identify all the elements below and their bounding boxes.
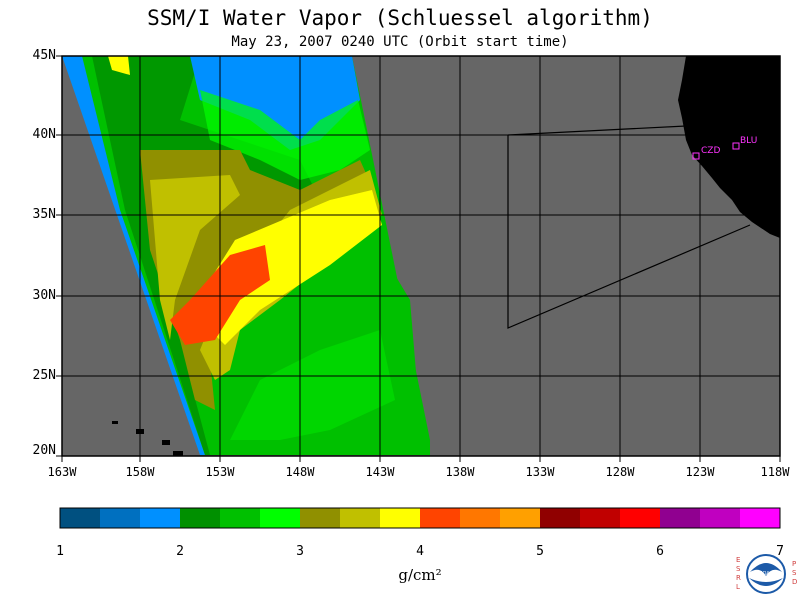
station-marker-czd: [692, 152, 700, 160]
colorbar-swatch: [100, 508, 141, 528]
region-boundary-top: [507, 125, 687, 136]
colorbar-swatch: [260, 508, 301, 528]
colorbar-swatch: [340, 508, 381, 528]
lon-label: 128W: [605, 465, 635, 479]
swath-top-yellow: [108, 56, 130, 75]
colorbar-label: 5: [536, 544, 544, 559]
lat-label: 40N: [32, 127, 56, 142]
colorbar-label: 2: [176, 544, 184, 559]
lon-label: 123W: [685, 465, 715, 479]
station-label-blu: BLU: [740, 136, 758, 146]
lon-label: 153W: [205, 465, 235, 479]
colorbar-swatch: [500, 508, 541, 528]
graticule: [62, 56, 780, 456]
lat-label: 45N: [32, 48, 56, 63]
colorbar-swatch: [580, 508, 621, 528]
lat-label: 30N: [32, 288, 56, 303]
map-subtitle: May 23, 2007 0240 UTC (Orbit start time): [231, 34, 569, 50]
lon-label: 163W: [47, 465, 77, 479]
station-label-czd: CZD: [701, 146, 721, 156]
noaa-logo-center-text: NOAA: [759, 571, 774, 577]
station-marker-blu: [732, 142, 740, 150]
colorbar-swatch: [220, 508, 261, 528]
island: [173, 451, 183, 456]
swath-yellow: [210, 190, 382, 345]
colorbar-label: 6: [656, 544, 664, 559]
colorbar-label: 3: [296, 544, 304, 559]
colorbar-swatch: [660, 508, 701, 528]
colorbar-label: 4: [416, 544, 424, 559]
colorbar: [60, 508, 781, 528]
colorbar-swatch: [700, 508, 741, 528]
noaa-logo-wave: [749, 578, 783, 586]
colorbar-swatch: [740, 508, 781, 528]
island: [162, 440, 170, 445]
lat-label: 20N: [32, 443, 56, 458]
colorbar-label: 1: [56, 544, 64, 559]
lon-label: 158W: [125, 465, 155, 479]
colorbar-swatch: [620, 508, 661, 528]
colorbar-swatch: [180, 508, 221, 528]
colorbar-swatch: [300, 508, 341, 528]
island: [112, 421, 118, 424]
colorbar-label: 7: [776, 544, 784, 559]
colorbar-swatch: [60, 508, 101, 528]
map-title: SSM/I Water Vapor (Schluessel algorithm): [147, 6, 653, 30]
map-frame: [61, 55, 781, 457]
lon-label: 148W: [285, 465, 315, 479]
lon-label: 133W: [525, 465, 555, 479]
colorbar-swatch: [380, 508, 421, 528]
lat-label: 25N: [32, 368, 56, 383]
swath-lightolive: [150, 175, 240, 340]
swath-green-south-light: [230, 330, 395, 440]
lon-label: 118W: [760, 465, 790, 479]
colorbar-swatch: [140, 508, 181, 528]
noaa-logo-bird: [750, 563, 782, 576]
ticks: [56, 55, 781, 462]
swath-green-south: [240, 250, 420, 440]
colorbar-units: g/cm²: [398, 566, 442, 584]
colorbar-swatch: [540, 508, 581, 528]
lat-label: 35N: [32, 207, 56, 222]
region-boundary: [507, 135, 751, 329]
colorbar-swatch: [460, 508, 501, 528]
colorbar-frame: [59, 507, 781, 529]
colorbar-swatch: [420, 508, 461, 528]
lon-label: 143W: [365, 465, 395, 479]
california-coast: [678, 56, 780, 238]
lon-label: 138W: [445, 465, 475, 479]
